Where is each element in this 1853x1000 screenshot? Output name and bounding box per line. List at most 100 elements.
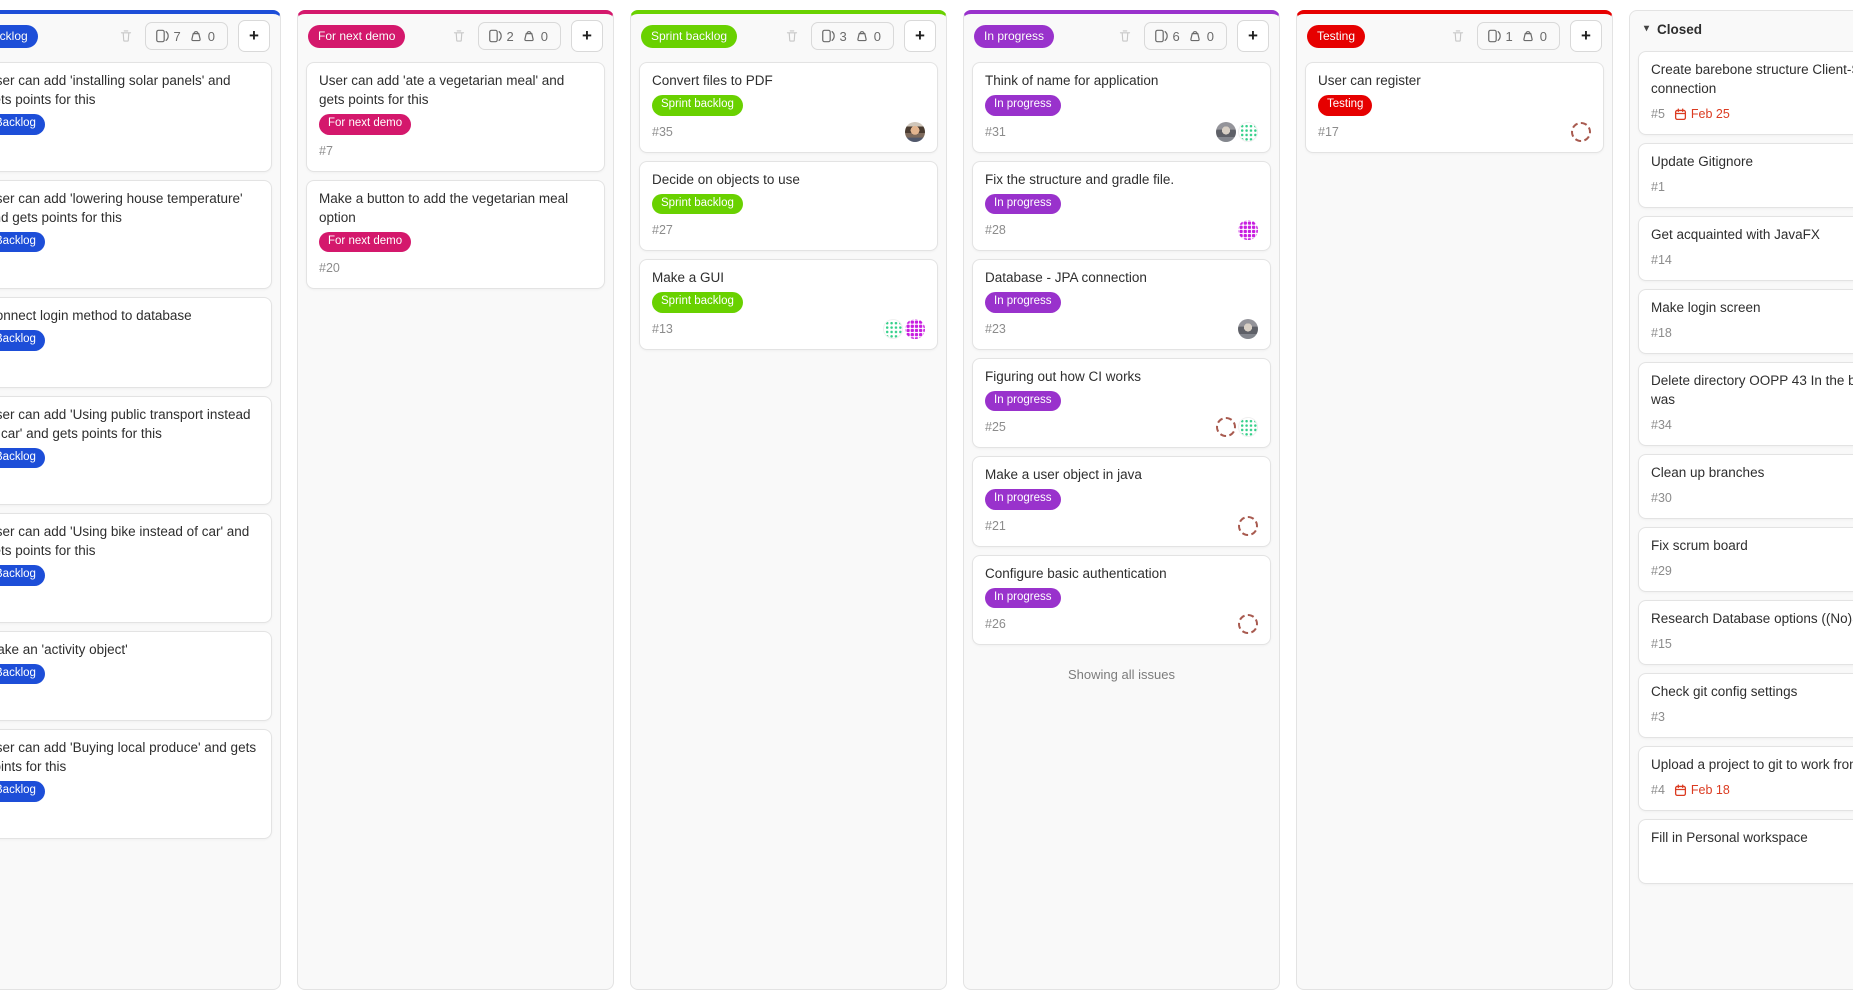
calendar-icon	[1674, 783, 1687, 797]
issue-title: Fix the structure and gradle file.	[985, 171, 1175, 187]
issue-card[interactable]: Database - JPA connection In progress #23	[972, 259, 1271, 350]
issue-card[interactable]: User can add 'ate a vegetarian meal' and…	[306, 62, 605, 172]
issue-label-row: Backlog	[0, 329, 259, 351]
issue-label-row: Sprint backlog	[652, 94, 925, 116]
board-column: Testing 1 0 + User can register Testing #17	[1296, 10, 1613, 990]
delete-list-button[interactable]	[450, 27, 468, 45]
issue-title: Make a user object in java	[985, 467, 1142, 482]
issue-meta-row	[0, 690, 259, 710]
issue-title: Make login screen	[1651, 300, 1761, 315]
issue-card[interactable]: Configure basic authentication In progres…	[972, 554, 1271, 645]
add-issue-button[interactable]: +	[904, 20, 936, 52]
issue-meta-row: #28	[985, 220, 1258, 240]
add-issue-button[interactable]: +	[1570, 20, 1602, 52]
column-header: For next demo 2 0 +	[298, 14, 613, 58]
add-issue-button[interactable]: +	[571, 20, 603, 52]
issue-label: In progress	[985, 95, 1061, 116]
issue-card[interactable]: Clean up branches #30	[1638, 454, 1853, 519]
issue-card[interactable]: Convert files to PDF Sprint backlog #35	[639, 62, 938, 153]
issue-card[interactable]: Make a user object in java In progress #21	[972, 456, 1271, 547]
issue-meta-row: #21	[985, 515, 1258, 536]
issue-title: Decide on objects to use	[652, 171, 800, 187]
issue-card[interactable]: Update Gitignore #1	[1638, 143, 1853, 208]
avatar	[1238, 515, 1258, 536]
issue-number: #13	[652, 321, 673, 336]
issue-card[interactable]: Create barebone structure Client-Server …	[1638, 51, 1853, 135]
issue-title: Connect login method to database	[0, 308, 192, 323]
delete-list-button[interactable]	[117, 27, 135, 45]
issue-meta-row: #25	[985, 417, 1258, 437]
delete-list-button[interactable]	[783, 27, 801, 45]
issue-count: 2	[506, 28, 514, 44]
issue-card[interactable]: Fill in Personal workspace	[1638, 819, 1853, 884]
issue-number: #15	[1651, 637, 1672, 651]
weight-icon	[189, 29, 203, 43]
closed-list-toggle[interactable]: ▾ Closed	[1630, 11, 1853, 47]
issue-card[interactable]: Upload a project to git to work from #4 Fe…	[1638, 746, 1853, 811]
card-list: Convert files to PDF Sprint backlog #35 Dec…	[631, 58, 946, 358]
issue-card[interactable]: Research Database options ((No)SQL?) #15	[1638, 600, 1853, 665]
delete-list-button[interactable]	[1116, 27, 1134, 45]
issue-meta-row: #26	[985, 614, 1258, 634]
card-list: User can add 'installing solar panels' a…	[0, 58, 280, 847]
issue-title: User can add 'installing solar panels' a…	[0, 73, 231, 107]
total-weight: 0	[207, 28, 215, 44]
issue-card[interactable]: Make a button to add the vegetarian meal…	[306, 179, 605, 289]
issue-card[interactable]: Fix scrum board #29	[1638, 527, 1853, 592]
trash-icon	[119, 29, 133, 43]
issue-number: #17	[1318, 124, 1339, 139]
issue-label-row: Backlog	[0, 780, 259, 802]
issue-title: Upload a project to git to work from	[1651, 757, 1853, 772]
issue-meta-row: #7	[319, 141, 592, 161]
issue-label-row: Sprint backlog	[652, 291, 925, 313]
trash-icon	[1118, 29, 1132, 43]
issue-card[interactable]: Check git config settings #3	[1638, 673, 1853, 738]
issue-card[interactable]: Connect login method to database Backlog	[0, 297, 272, 388]
issue-card[interactable]: User can add 'Using public transport ins…	[0, 395, 272, 505]
column-header: Sprint backlog 3 0 +	[631, 14, 946, 58]
issue-meta-row: #35	[652, 121, 925, 142]
issue-card[interactable]: Delete directory OOPP 43 In the beginnin…	[1638, 362, 1853, 446]
issue-meta-row: #29	[1651, 561, 1853, 581]
issue-card[interactable]: User can register Testing #17	[1305, 62, 1604, 153]
issue-card[interactable]: Fix the structure and gradle file. In pro…	[972, 160, 1271, 251]
issue-title: Make a GUI	[652, 270, 725, 285]
issue-card[interactable]: Get acquainted with JavaFX #14	[1638, 216, 1853, 281]
issue-label: Backlog	[0, 663, 45, 684]
issue-label: In progress	[985, 587, 1061, 608]
issue-count: 3	[839, 28, 847, 44]
trash-icon	[785, 29, 799, 43]
avatar	[883, 318, 903, 339]
delete-list-button[interactable]	[1449, 27, 1467, 45]
due-date-label: Feb 25	[1690, 107, 1730, 121]
add-issue-button[interactable]: +	[1237, 20, 1269, 52]
weight-icon	[855, 29, 869, 43]
issue-card[interactable]: Make an 'activity object' Backlog	[0, 630, 272, 721]
assignee-avatars	[1236, 515, 1258, 536]
issue-label: Sprint backlog	[652, 95, 743, 116]
issue-card[interactable]: Make a GUI Sprint backlog #13	[639, 259, 938, 350]
issue-card[interactable]: Figuring out how CI works In progress #25	[972, 357, 1271, 448]
issue-card[interactable]: User can add 'Buying local produce' and …	[0, 729, 272, 839]
issue-card[interactable]: Decide on objects to use Sprint backlog #2…	[639, 160, 938, 251]
issue-card[interactable]: User can add 'installing solar panels' a…	[0, 62, 272, 172]
issue-label: Backlog	[0, 231, 45, 252]
issue-meta-row: #5 Feb 25	[1651, 104, 1853, 124]
issue-card[interactable]: Make login screen #18	[1638, 289, 1853, 354]
trash-icon	[1451, 29, 1465, 43]
avatar	[1238, 417, 1258, 437]
issue-card[interactable]: Think of name for application In progress…	[972, 62, 1271, 153]
add-issue-button[interactable]: +	[238, 20, 270, 52]
issue-label-row: Backlog	[0, 663, 259, 684]
issue-card[interactable]: User can add 'lowering house temperature…	[0, 179, 272, 289]
issue-label-row: In progress	[985, 488, 1258, 510]
issue-label: Backlog	[0, 114, 45, 135]
issue-title: Update Gitignore	[1651, 154, 1754, 169]
issue-label-row: Backlog	[0, 113, 259, 135]
total-weight: 0	[1206, 28, 1214, 44]
issue-title: Make an 'activity object'	[0, 641, 128, 657]
issue-card[interactable]: User can add 'Using bike instead of car'…	[0, 513, 272, 623]
